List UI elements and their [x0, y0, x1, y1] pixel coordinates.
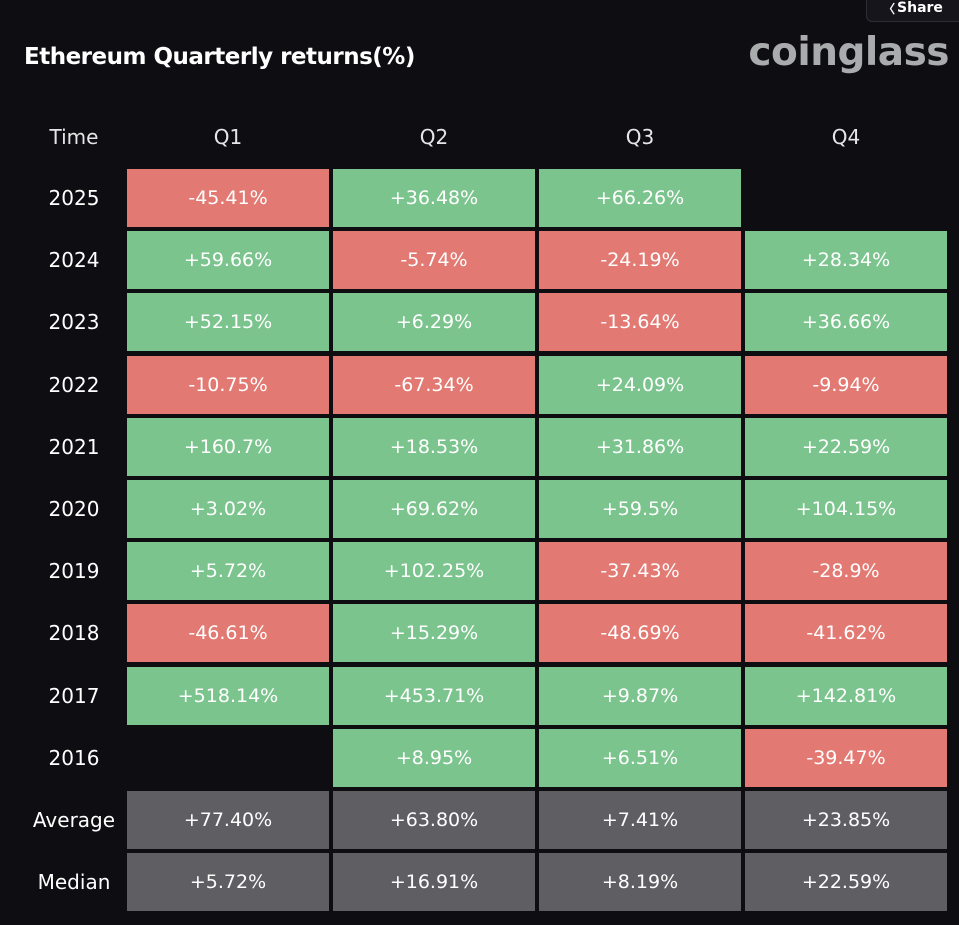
- summary-cell-median-q3: +8.19%: [539, 853, 741, 912]
- return-cell-2016-q1: [127, 729, 329, 787]
- return-cell-2019-q1: +5.72%: [127, 542, 329, 601]
- return-cell-2022-q1: -10.75%: [127, 355, 329, 414]
- return-cell-2021-q3: +31.86%: [539, 417, 741, 476]
- row-label-2024: 2024: [48, 248, 100, 273]
- return-cell-2022-q4: -9.94%: [745, 355, 947, 414]
- return-cell-2024-q3: -24.19%: [539, 231, 741, 290]
- return-cell-2017-q4: +142.81%: [745, 666, 947, 725]
- return-cell-2022-q3: +24.09%: [539, 355, 741, 414]
- return-cell-2023-q4: +36.66%: [745, 293, 947, 352]
- share-label: Share: [897, 0, 943, 16]
- return-cell-2021-q4: +22.59%: [745, 417, 947, 476]
- return-cell-2023-q3: -13.64%: [539, 293, 741, 352]
- brand-logo: coinglass: [748, 30, 949, 75]
- column-header-q1: Q1: [213, 125, 243, 149]
- return-cell-2025-q2: +36.48%: [333, 169, 535, 227]
- return-cell-2017-q3: +9.87%: [539, 666, 741, 725]
- summary-cell-average-q2: +63.80%: [333, 791, 535, 849]
- summary-cell-median-q4: +22.59%: [745, 853, 947, 912]
- return-cell-2018-q1: -46.61%: [127, 604, 329, 663]
- column-header-q4: Q4: [831, 125, 861, 149]
- return-cell-2019-q2: +102.25%: [333, 542, 535, 601]
- return-cell-2020-q4: +104.15%: [745, 480, 947, 538]
- return-cell-2017-q1: +518.14%: [127, 666, 329, 725]
- return-cell-2019-q4: -28.9%: [745, 542, 947, 601]
- return-cell-2016-q4: -39.47%: [745, 728, 947, 787]
- row-label-2017: 2017: [48, 683, 100, 708]
- summary-cell-average-q1: +77.40%: [127, 791, 329, 849]
- return-cell-2017-q2: +453.71%: [333, 666, 535, 725]
- return-cell-2022-q2: -67.34%: [333, 355, 535, 414]
- share-icon: 〈: [883, 1, 896, 16]
- return-cell-2025-q4: [745, 169, 947, 227]
- row-label-2021: 2021: [48, 434, 100, 459]
- column-header-q3: Q3: [625, 125, 655, 149]
- return-cell-2023-q1: +52.15%: [127, 293, 329, 352]
- column-header-time: Time: [49, 125, 99, 149]
- return-cell-2020-q1: +3.02%: [127, 480, 329, 538]
- return-cell-2024-q1: +59.66%: [127, 231, 329, 290]
- return-cell-2021-q2: +18.53%: [333, 417, 535, 476]
- row-label-2020: 2020: [48, 497, 100, 521]
- row-label-median: Median: [37, 870, 111, 895]
- summary-cell-average-q4: +23.85%: [745, 791, 947, 849]
- return-cell-2016-q2: +8.95%: [333, 728, 535, 787]
- row-label-2018: 2018: [48, 621, 100, 646]
- return-cell-2018-q4: -41.62%: [745, 604, 947, 663]
- return-cell-2018-q3: -48.69%: [539, 604, 741, 663]
- summary-cell-average-q3: +7.41%: [539, 791, 741, 849]
- return-cell-2018-q2: +15.29%: [333, 604, 535, 663]
- return-cell-2023-q2: +6.29%: [333, 293, 535, 352]
- row-label-2023: 2023: [48, 310, 100, 335]
- return-cell-2024-q2: -5.74%: [333, 231, 535, 290]
- row-label-2019: 2019: [48, 559, 100, 584]
- return-cell-2021-q1: +160.7%: [127, 417, 329, 476]
- summary-cell-median-q2: +16.91%: [333, 853, 535, 912]
- return-cell-2019-q3: -37.43%: [539, 542, 741, 601]
- return-cell-2020-q3: +59.5%: [539, 480, 741, 538]
- column-header-q2: Q2: [419, 125, 449, 149]
- row-label-2025: 2025: [48, 186, 100, 210]
- return-cell-2025-q3: +66.26%: [539, 169, 741, 227]
- page-title: Ethereum Quarterly returns(%): [24, 44, 415, 70]
- share-button[interactable]: 〈 Share: [866, 0, 959, 22]
- row-label-average: Average: [32, 808, 116, 832]
- row-label-2022: 2022: [48, 372, 100, 397]
- return-cell-2020-q2: +69.62%: [333, 480, 535, 538]
- summary-cell-median-q1: +5.72%: [127, 853, 329, 912]
- return-cell-2025-q1: -45.41%: [127, 169, 329, 227]
- row-label-2016: 2016: [48, 745, 100, 770]
- return-cell-2024-q4: +28.34%: [745, 231, 947, 290]
- return-cell-2016-q3: +6.51%: [539, 728, 741, 787]
